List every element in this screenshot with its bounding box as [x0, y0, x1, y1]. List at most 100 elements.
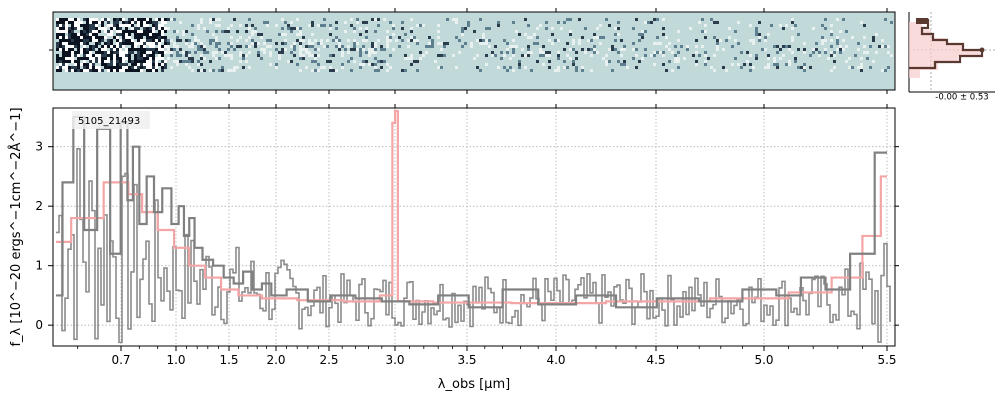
spectrum-2d-pixel [749, 24, 752, 27]
spectrum-2d-pixel [239, 36, 242, 39]
spectrum-2d-pixel [113, 36, 116, 39]
spectrum-2d-pixel [122, 21, 125, 24]
spectrum-2d-pixel [665, 36, 668, 39]
spectrum-2d-pixel [695, 45, 698, 48]
spectrum-2d-pixel [200, 18, 203, 21]
spectrum-2d-pixel [755, 27, 758, 30]
spectrum-2d-pixel [176, 51, 179, 54]
spectrum-2d-pixel [734, 57, 737, 60]
spectrum-2d-pixel [221, 51, 224, 54]
spectrum-2d-pixel [506, 51, 509, 54]
spectrum-2d-pixel [788, 45, 791, 48]
spectrum-2d-pixel [641, 36, 644, 39]
x-axis-ticks: 0.7 1.0 1.5 2.0 2.5 3.0 3.5 4.0 4.5 5.0 5.5 [77, 104, 897, 367]
spectrum-2d-pixel [65, 45, 68, 48]
spectrum-2d-pixel [224, 54, 227, 57]
spectrum-2d-pixel [218, 42, 221, 45]
spectrum-2d-pixel [830, 54, 833, 57]
spectrum-2d-pixel [89, 45, 92, 48]
spectrum-2d-pixel [842, 48, 845, 51]
spectrum-2d-pixel [83, 66, 86, 69]
spectrum-2d-pixel [230, 54, 233, 57]
spectrum-2d-pixel [230, 57, 233, 60]
spectrum-2d-pixel [251, 33, 254, 36]
spectrum-2d-pixel [56, 54, 59, 57]
spectrum-2d-pixel [110, 48, 113, 51]
spectrum-2d-pixel [584, 51, 587, 54]
spectrum-2d-pixel [524, 66, 527, 69]
spectrum-2d-pixel [788, 60, 791, 63]
spectrum-2d-pixel [188, 60, 191, 63]
spectrum-2d-pixel [338, 39, 341, 42]
spectrum-2d-pixel [461, 33, 464, 36]
spectrum-2d-pixel [281, 27, 284, 30]
spectrum-2d-pixel [161, 63, 164, 66]
spectrum-2d-pixel [818, 54, 821, 57]
spectrum-2d-pixel [173, 48, 176, 51]
spectrum-2d-pixel [374, 42, 377, 45]
spectrum-2d-pixel [641, 33, 644, 36]
spectrum-2d-pixel [791, 36, 794, 39]
spectrum-2d-pixel [284, 21, 287, 24]
spectrum-2d-pixel [101, 57, 104, 60]
spectrum-2d-pixel [575, 69, 578, 72]
spectrum-2d-pixel [494, 45, 497, 48]
spectrum-2d-pixel [512, 51, 515, 54]
spectrum-2d-pixel [110, 33, 113, 36]
spectrum-2d-pixel [185, 54, 188, 57]
spectrum-2d-pixel [371, 48, 374, 51]
spectrum-2d-pixel [71, 54, 74, 57]
spectrum-2d-pixel [446, 42, 449, 45]
spectrum-2d-pixel [248, 27, 251, 30]
spectrum-2d-pixel [287, 60, 290, 63]
spectrum-2d-pixel [368, 48, 371, 51]
spectrum-2d-pixels [56, 18, 893, 72]
spectrum-2d-pixel [95, 33, 98, 36]
spectrum-2d-pixel [176, 60, 179, 63]
spectrum-2d-pixel [314, 69, 317, 72]
spectrum-2d-pixel [173, 18, 176, 21]
spectrum-2d-pixel [275, 63, 278, 66]
spectrum-2d-pixel [581, 36, 584, 39]
spectrum-2d-pixel [383, 60, 386, 63]
spectrum-2d-pixel [80, 48, 83, 51]
spectrum-2d-pixel [71, 45, 74, 48]
object-id-box [72, 111, 150, 129]
spectrum-2d-pixel [116, 54, 119, 57]
spectrum-2d-pixel [89, 21, 92, 24]
spectrum-2d-pixel [437, 30, 440, 33]
spectrum-2d-pixel [131, 42, 134, 45]
spectrum-2d-pixel [284, 33, 287, 36]
spectrum-2d-pixel [485, 63, 488, 66]
spectrum-2d-pixel [656, 18, 659, 21]
spectrum-2d-pixel [590, 39, 593, 42]
spectrum-2d-pixel [704, 30, 707, 33]
spectrum-2d-pixel [497, 66, 500, 69]
spectrum-2d-pixel [215, 42, 218, 45]
spectrum-2d-pixel [437, 24, 440, 27]
spectrum-2d-pixel [62, 42, 65, 45]
spectrum-2d-pixel [557, 69, 560, 72]
spectrum-2d-pixel [311, 54, 314, 57]
spectrum-2d-pixel [485, 42, 488, 45]
spectrum-2d-pixel [542, 51, 545, 54]
spectrum-2d-pixel [869, 66, 872, 69]
flux-series-line [56, 115, 887, 309]
spectrum-2d-pixel [107, 30, 110, 33]
spectrum-2d-pixel [653, 63, 656, 66]
spectrum-2d-pixel [89, 66, 92, 69]
x-tick-label: 3.5 [457, 353, 476, 367]
spectrum-2d-pixel [515, 30, 518, 33]
spectrum-2d-pixel [86, 33, 89, 36]
spectrum-2d-pixel [116, 30, 119, 33]
spectrum-2d-pixel [80, 30, 83, 33]
spectrum-2d-pixel [65, 39, 68, 42]
spectrum-2d-pixel [218, 24, 221, 27]
spectrum-2d-pixel [83, 42, 86, 45]
spectrum-2d-pixel [401, 39, 404, 42]
spectrum-2d-pixel [59, 36, 62, 39]
spectrum-2d-pixel [830, 69, 833, 72]
spectrum-2d-pixel [818, 51, 821, 54]
spectrum-2d-pixel [788, 63, 791, 66]
spectrum-2d-pixel [128, 66, 131, 69]
